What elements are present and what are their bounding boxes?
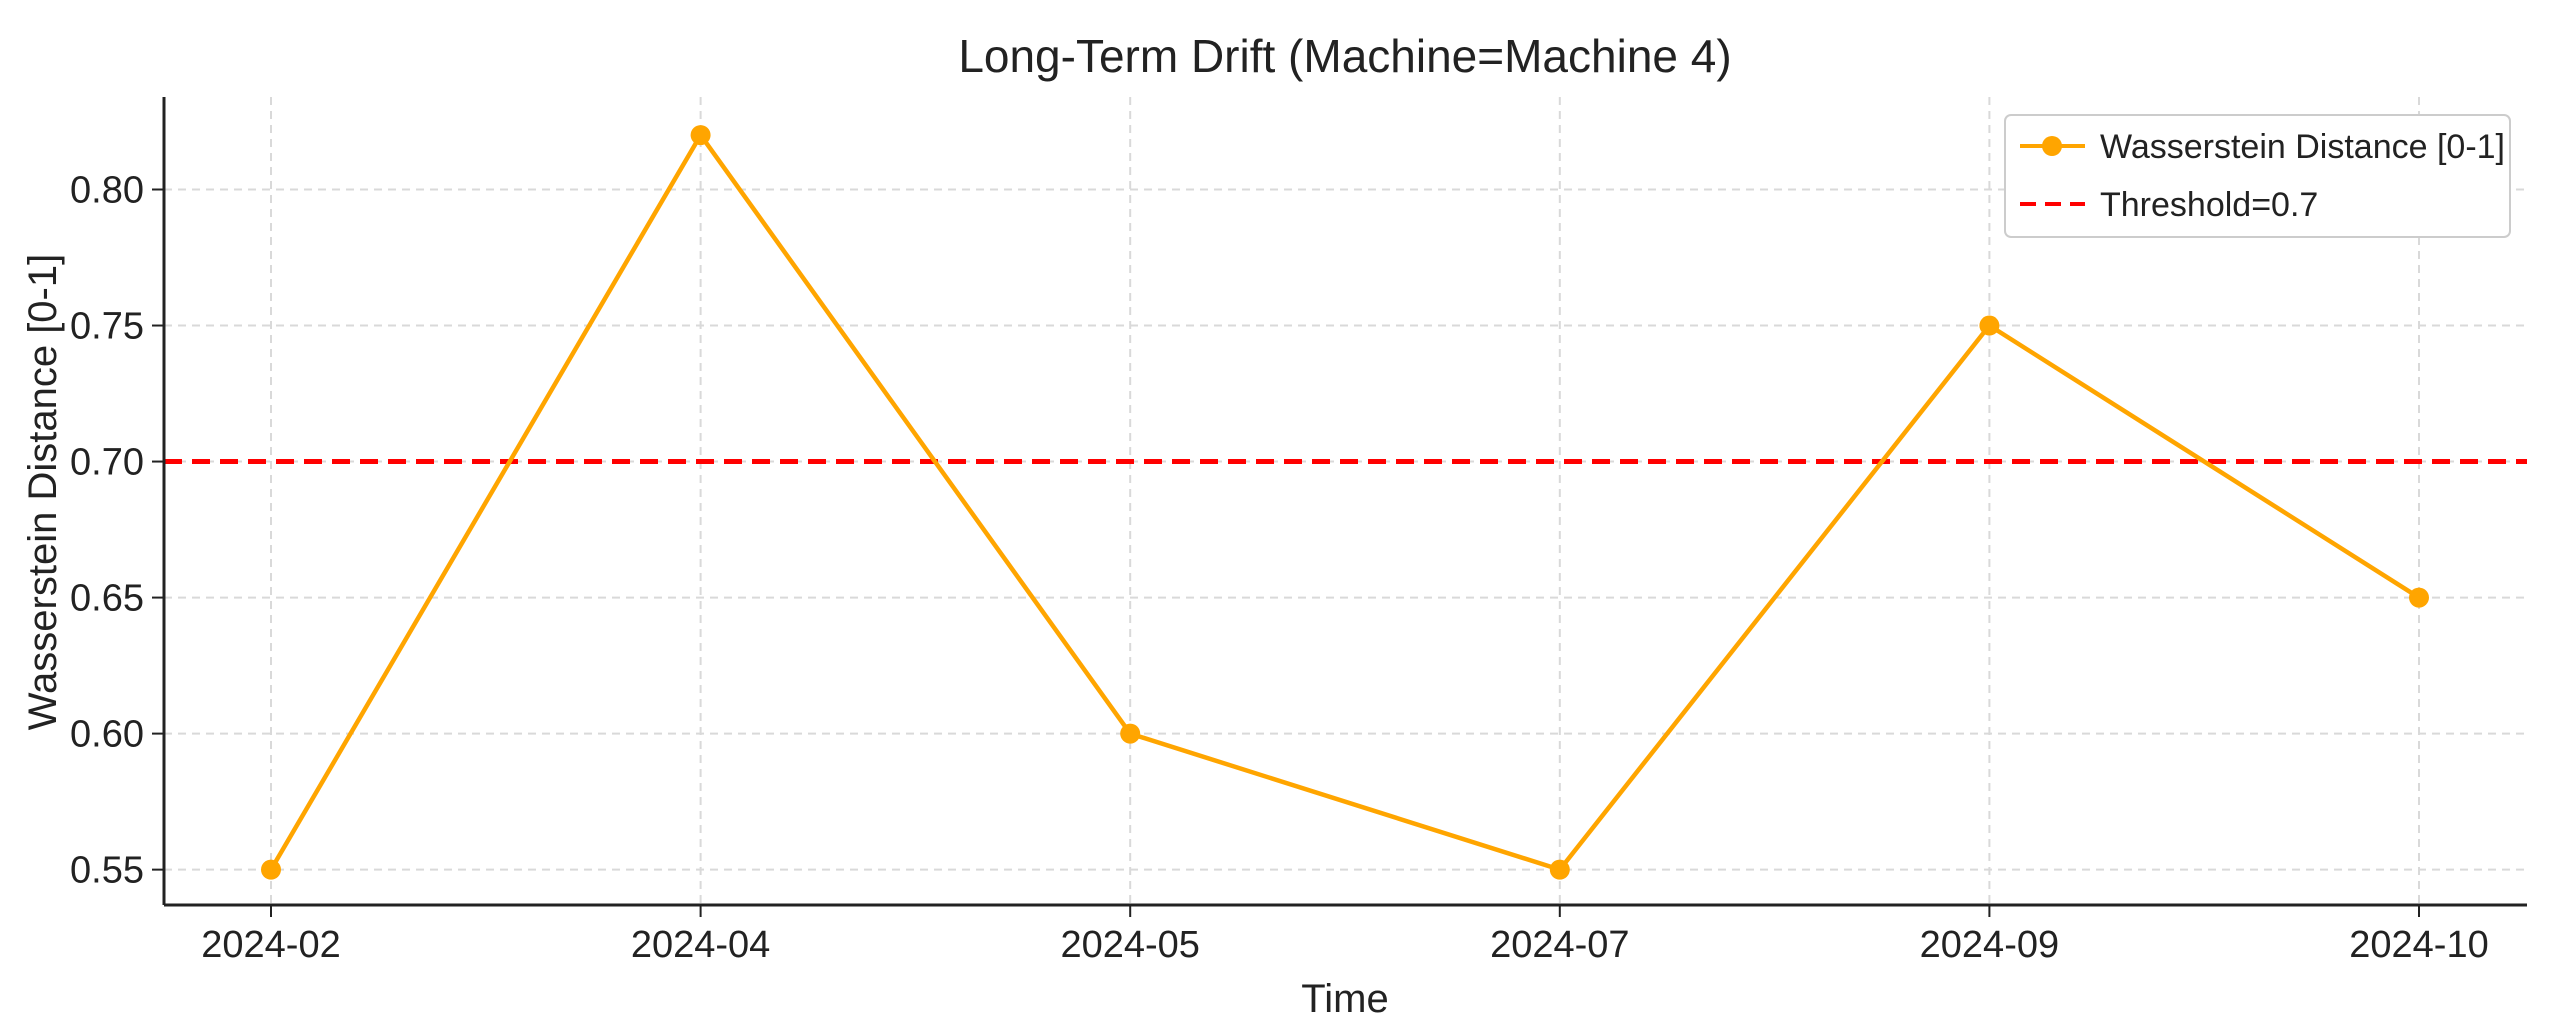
- x-tick-label: 2024-05: [1060, 924, 1199, 966]
- data-point: [1549, 859, 1570, 880]
- y-tick-label: 0.70: [70, 442, 144, 484]
- x-tick-label: 2024-02: [201, 924, 340, 966]
- y-tick-label: 0.80: [70, 169, 144, 211]
- legend-series-label: Wasserstein Distance [0-1]: [2100, 128, 2505, 166]
- series-group: [261, 125, 2429, 880]
- y-tick-label: 0.60: [70, 714, 144, 756]
- data-point: [1979, 315, 2000, 336]
- y-tick-label: 0.75: [70, 306, 144, 348]
- y-tick-label: 0.55: [70, 850, 144, 892]
- series-line: [269, 132, 2421, 872]
- legend-threshold-label: Threshold=0.7: [2100, 186, 2318, 224]
- x-tick-label: 2024-04: [631, 924, 770, 966]
- data-point: [1120, 723, 1141, 744]
- tick-labels: 2024-02 2024-04 2024-05 2024-07 2024-09 2024-…: [70, 169, 2489, 966]
- data-point: [261, 859, 281, 880]
- legend-box: [2004, 114, 2511, 238]
- data-point: [2409, 587, 2429, 608]
- y-axis-label: Wasserstein Distance [0-1]: [21, 254, 65, 730]
- x-tick-label: 2024-07: [1490, 924, 1629, 966]
- data-point: [690, 125, 711, 146]
- x-tick-label: 2024-10: [2349, 924, 2488, 966]
- y-tick-label: 0.65: [70, 578, 144, 620]
- x-tick-label: 2024-09: [1920, 924, 2059, 966]
- axes: [152, 97, 2527, 917]
- chart-title: Long-Term Drift (Machine=Machine 4): [958, 30, 1731, 82]
- legend: Wasserstein Distance [0-1] Threshold=0.7: [2004, 114, 2511, 238]
- legend-series-marker: [2042, 136, 2062, 156]
- x-axis-label: Time: [1301, 977, 1388, 1021]
